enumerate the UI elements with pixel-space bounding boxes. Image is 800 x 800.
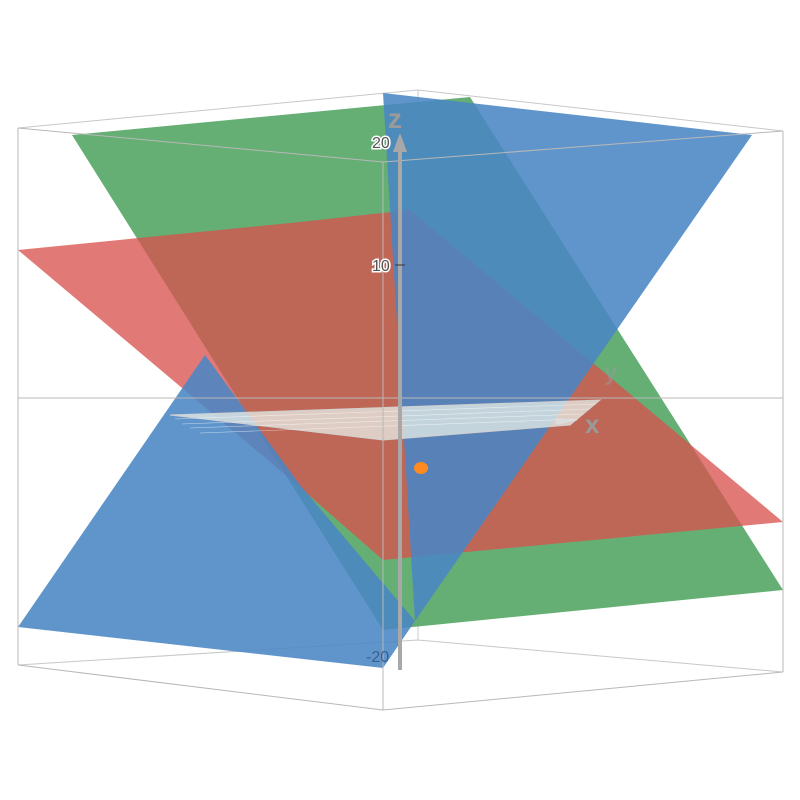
z-tick-label-10: 10: [372, 258, 390, 275]
plane-blue-lower: [18, 355, 415, 668]
z-axis-arrowhead: [393, 133, 407, 152]
xy-plane: [169, 399, 602, 441]
intersection-point[interactable]: [414, 462, 428, 474]
x-axis-label: x: [585, 409, 600, 439]
x-axis-arrowhead: [555, 418, 578, 425]
xy-grid: [174, 403, 597, 434]
bounding-box-front: [17, 127, 784, 711]
z-tick-label-20: 20: [372, 135, 390, 152]
z-axis-label: z: [388, 103, 402, 134]
y-axis-label: y: [604, 359, 618, 386]
z-tick-label-neg20: -20: [366, 649, 389, 666]
z-axis: [393, 133, 407, 670]
plane-blue-upper: [383, 93, 752, 621]
